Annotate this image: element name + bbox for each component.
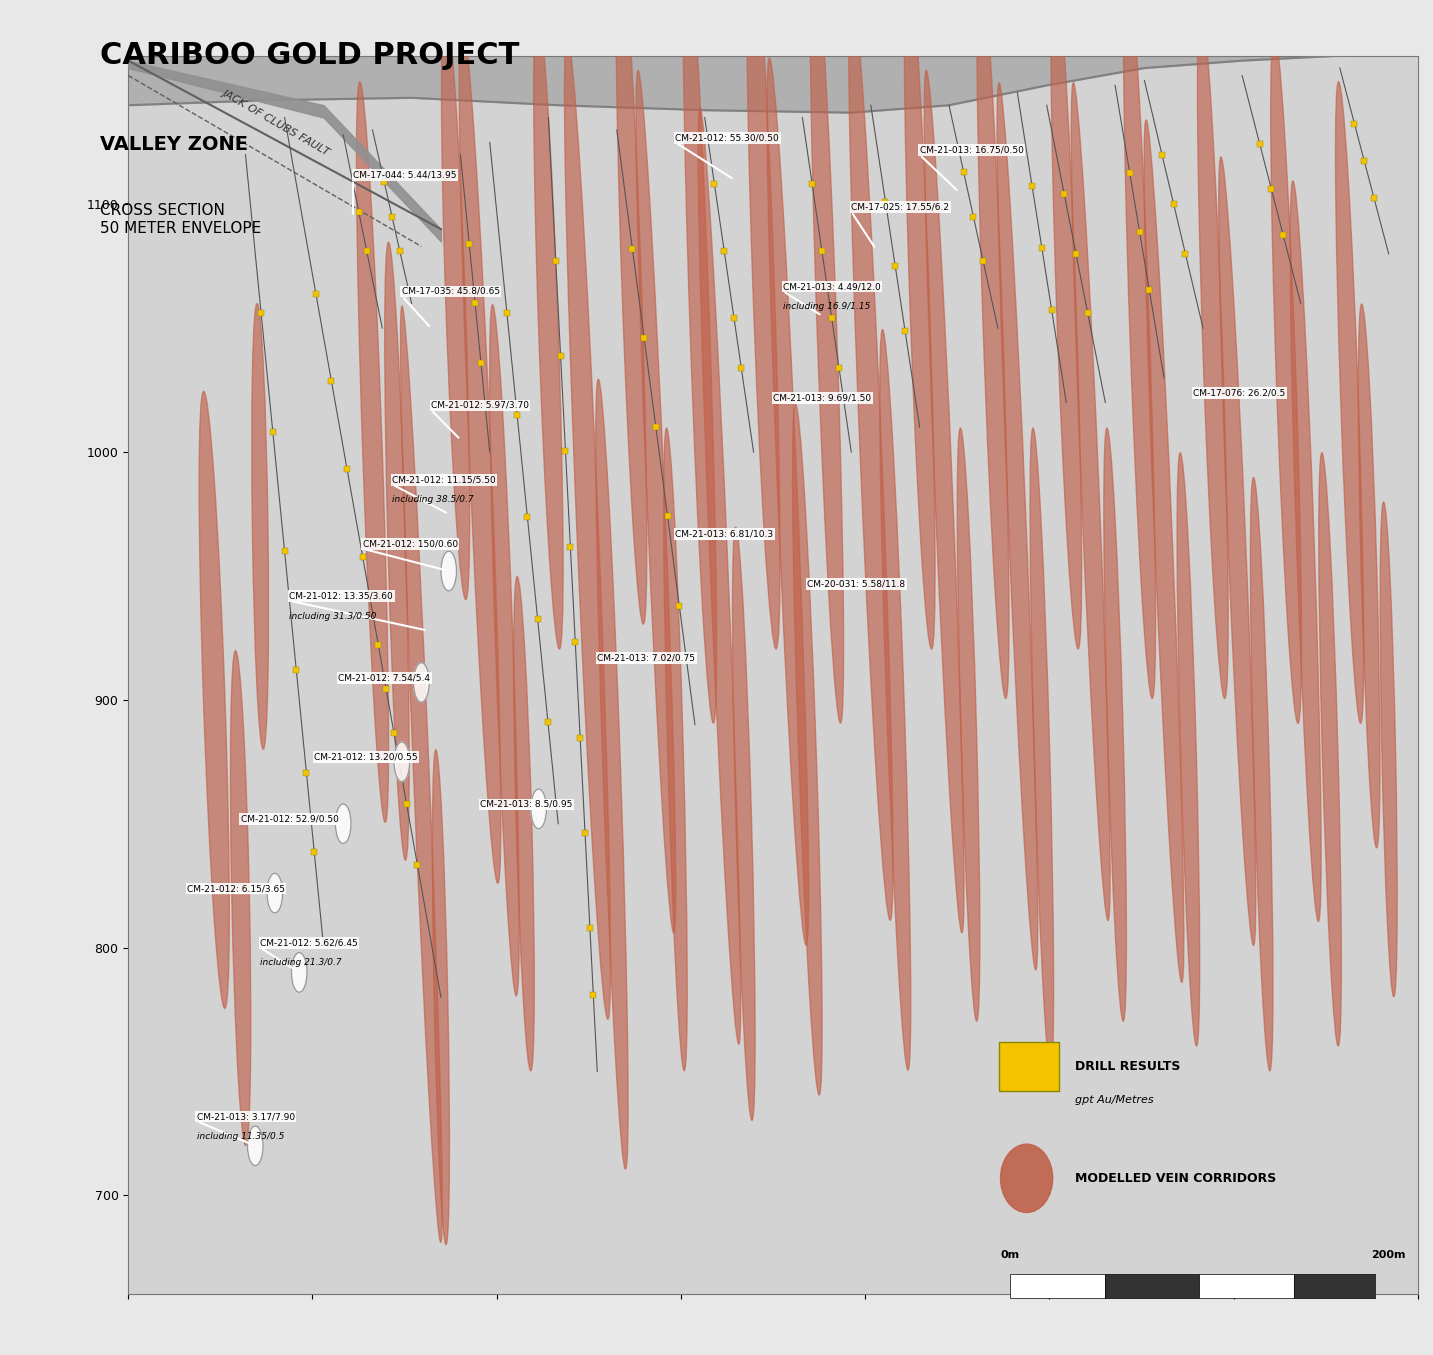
- FancyBboxPatch shape: [999, 1042, 1059, 1091]
- Text: MODELLED VEIN CORRIDORS: MODELLED VEIN CORRIDORS: [1075, 1172, 1275, 1184]
- Ellipse shape: [848, 0, 893, 920]
- Circle shape: [530, 789, 546, 829]
- Ellipse shape: [1000, 1144, 1053, 1213]
- Bar: [1294, 1274, 1389, 1298]
- Ellipse shape: [616, 0, 646, 625]
- Ellipse shape: [1380, 501, 1397, 997]
- Text: CM-21-013: 16.75/0.50: CM-21-013: 16.75/0.50: [920, 146, 1023, 154]
- Ellipse shape: [1176, 453, 1199, 1046]
- Text: CM-21-012: 52.9/0.50: CM-21-012: 52.9/0.50: [241, 814, 338, 824]
- Circle shape: [267, 873, 282, 913]
- Text: CM-21-012: 13.35/3.60: CM-21-012: 13.35/3.60: [289, 592, 393, 600]
- Circle shape: [414, 663, 430, 702]
- Text: CM-21-012: 13.20/0.55: CM-21-012: 13.20/0.55: [314, 753, 417, 762]
- Ellipse shape: [1072, 83, 1111, 920]
- Text: CROSS SECTION
50 METER ENVELOPE: CROSS SECTION 50 METER ENVELOPE: [100, 203, 262, 236]
- Text: CM-21-012: 55.30/0.50: CM-21-012: 55.30/0.50: [675, 133, 780, 142]
- Circle shape: [441, 551, 457, 591]
- Ellipse shape: [565, 34, 610, 1019]
- Text: including 38.5/0.7: including 38.5/0.7: [393, 495, 474, 504]
- Text: gpt Au/Metres: gpt Au/Metres: [1075, 1095, 1154, 1106]
- Text: including 21.3/0.7: including 21.3/0.7: [261, 958, 342, 967]
- Bar: [1010, 1274, 1105, 1298]
- Ellipse shape: [767, 58, 808, 946]
- Ellipse shape: [732, 527, 755, 1121]
- Ellipse shape: [904, 0, 936, 649]
- Ellipse shape: [636, 70, 676, 932]
- Ellipse shape: [1123, 0, 1155, 698]
- Ellipse shape: [199, 392, 229, 1008]
- Ellipse shape: [596, 379, 628, 1169]
- Text: 200m: 200m: [1371, 1251, 1406, 1260]
- Text: CM-17-035: 45.8/0.65: CM-17-035: 45.8/0.65: [401, 287, 500, 295]
- Ellipse shape: [684, 0, 716, 724]
- Text: CARIBOO GOLD PROJECT: CARIBOO GOLD PROJECT: [100, 41, 520, 69]
- Ellipse shape: [698, 108, 741, 1045]
- Ellipse shape: [924, 70, 964, 932]
- Ellipse shape: [792, 404, 823, 1095]
- Text: including 16.9/1.15: including 16.9/1.15: [782, 302, 870, 310]
- Ellipse shape: [1336, 81, 1364, 724]
- Ellipse shape: [810, 0, 844, 724]
- Text: CM-21-013: 8.5/0.95: CM-21-013: 8.5/0.95: [480, 799, 572, 809]
- Bar: [1105, 1274, 1199, 1298]
- Ellipse shape: [513, 577, 535, 1070]
- Ellipse shape: [1144, 121, 1184, 982]
- Ellipse shape: [1050, 0, 1082, 649]
- Ellipse shape: [533, 7, 563, 649]
- Ellipse shape: [1290, 182, 1321, 921]
- Ellipse shape: [997, 83, 1037, 970]
- Text: DRILL RESULTS: DRILL RESULTS: [1075, 1060, 1181, 1073]
- Ellipse shape: [1103, 428, 1126, 1022]
- Text: CM-21-012: 11.15/5.50: CM-21-012: 11.15/5.50: [393, 476, 496, 484]
- Text: CM-21-013: 7.02/0.75: CM-21-013: 7.02/0.75: [598, 653, 695, 663]
- Text: CM-21-012: 7.54/5.4: CM-21-012: 7.54/5.4: [338, 673, 430, 683]
- Text: including 31.3/0.50: including 31.3/0.50: [289, 611, 377, 621]
- Ellipse shape: [1358, 304, 1380, 848]
- Ellipse shape: [880, 329, 911, 1070]
- Ellipse shape: [231, 650, 251, 1145]
- Text: CM-21-013: 6.81/10.3: CM-21-013: 6.81/10.3: [675, 530, 774, 539]
- Ellipse shape: [957, 428, 980, 1022]
- Circle shape: [291, 953, 307, 992]
- Ellipse shape: [1030, 428, 1053, 1070]
- Text: JACK OF CLUBS FAULT: JACK OF CLUBS FAULT: [221, 87, 332, 157]
- Ellipse shape: [977, 0, 1009, 698]
- Circle shape: [248, 1126, 264, 1165]
- Ellipse shape: [663, 428, 688, 1070]
- Circle shape: [335, 804, 351, 844]
- Text: CM-17-044: 5.44/13.95: CM-17-044: 5.44/13.95: [353, 171, 457, 179]
- Ellipse shape: [1271, 33, 1301, 724]
- Text: CM-21-012: 6.15/3.65: CM-21-012: 6.15/3.65: [186, 883, 285, 893]
- Ellipse shape: [1318, 453, 1341, 1046]
- Text: VALLEY ZONE: VALLEY ZONE: [100, 136, 248, 154]
- Circle shape: [394, 743, 410, 782]
- Ellipse shape: [1198, 7, 1228, 699]
- Ellipse shape: [400, 306, 443, 1243]
- Ellipse shape: [490, 305, 519, 996]
- Text: CM-21-013: 9.69/1.50: CM-21-013: 9.69/1.50: [774, 393, 871, 402]
- Ellipse shape: [441, 7, 470, 600]
- Text: CM-20-031: 5.58/11.8: CM-20-031: 5.58/11.8: [807, 580, 906, 588]
- Text: including 11.35/0.5: including 11.35/0.5: [196, 1131, 284, 1141]
- Ellipse shape: [384, 243, 410, 860]
- Ellipse shape: [357, 81, 388, 822]
- Text: CM-21-012: 5.97/3.70: CM-21-012: 5.97/3.70: [431, 401, 529, 411]
- Ellipse shape: [252, 304, 268, 749]
- Text: CM-21-013: 4.49/12.0: CM-21-013: 4.49/12.0: [782, 282, 881, 291]
- Ellipse shape: [433, 749, 450, 1245]
- Ellipse shape: [747, 0, 780, 649]
- Text: CM-21-012: 150/0.60: CM-21-012: 150/0.60: [363, 539, 459, 549]
- Ellipse shape: [459, 20, 500, 883]
- Text: CM-21-013: 3.17/7.90: CM-21-013: 3.17/7.90: [196, 1112, 295, 1121]
- Ellipse shape: [1251, 477, 1273, 1070]
- Bar: [1199, 1274, 1294, 1298]
- Ellipse shape: [1218, 157, 1255, 946]
- Text: CM-21-012: 5.62/6.45: CM-21-012: 5.62/6.45: [261, 939, 358, 947]
- Text: CM-17-076: 26.2/0.5: CM-17-076: 26.2/0.5: [1194, 389, 1285, 397]
- Text: 0m: 0m: [1000, 1251, 1020, 1260]
- Text: CM-17-025: 17.55/6.2: CM-17-025: 17.55/6.2: [851, 203, 949, 211]
